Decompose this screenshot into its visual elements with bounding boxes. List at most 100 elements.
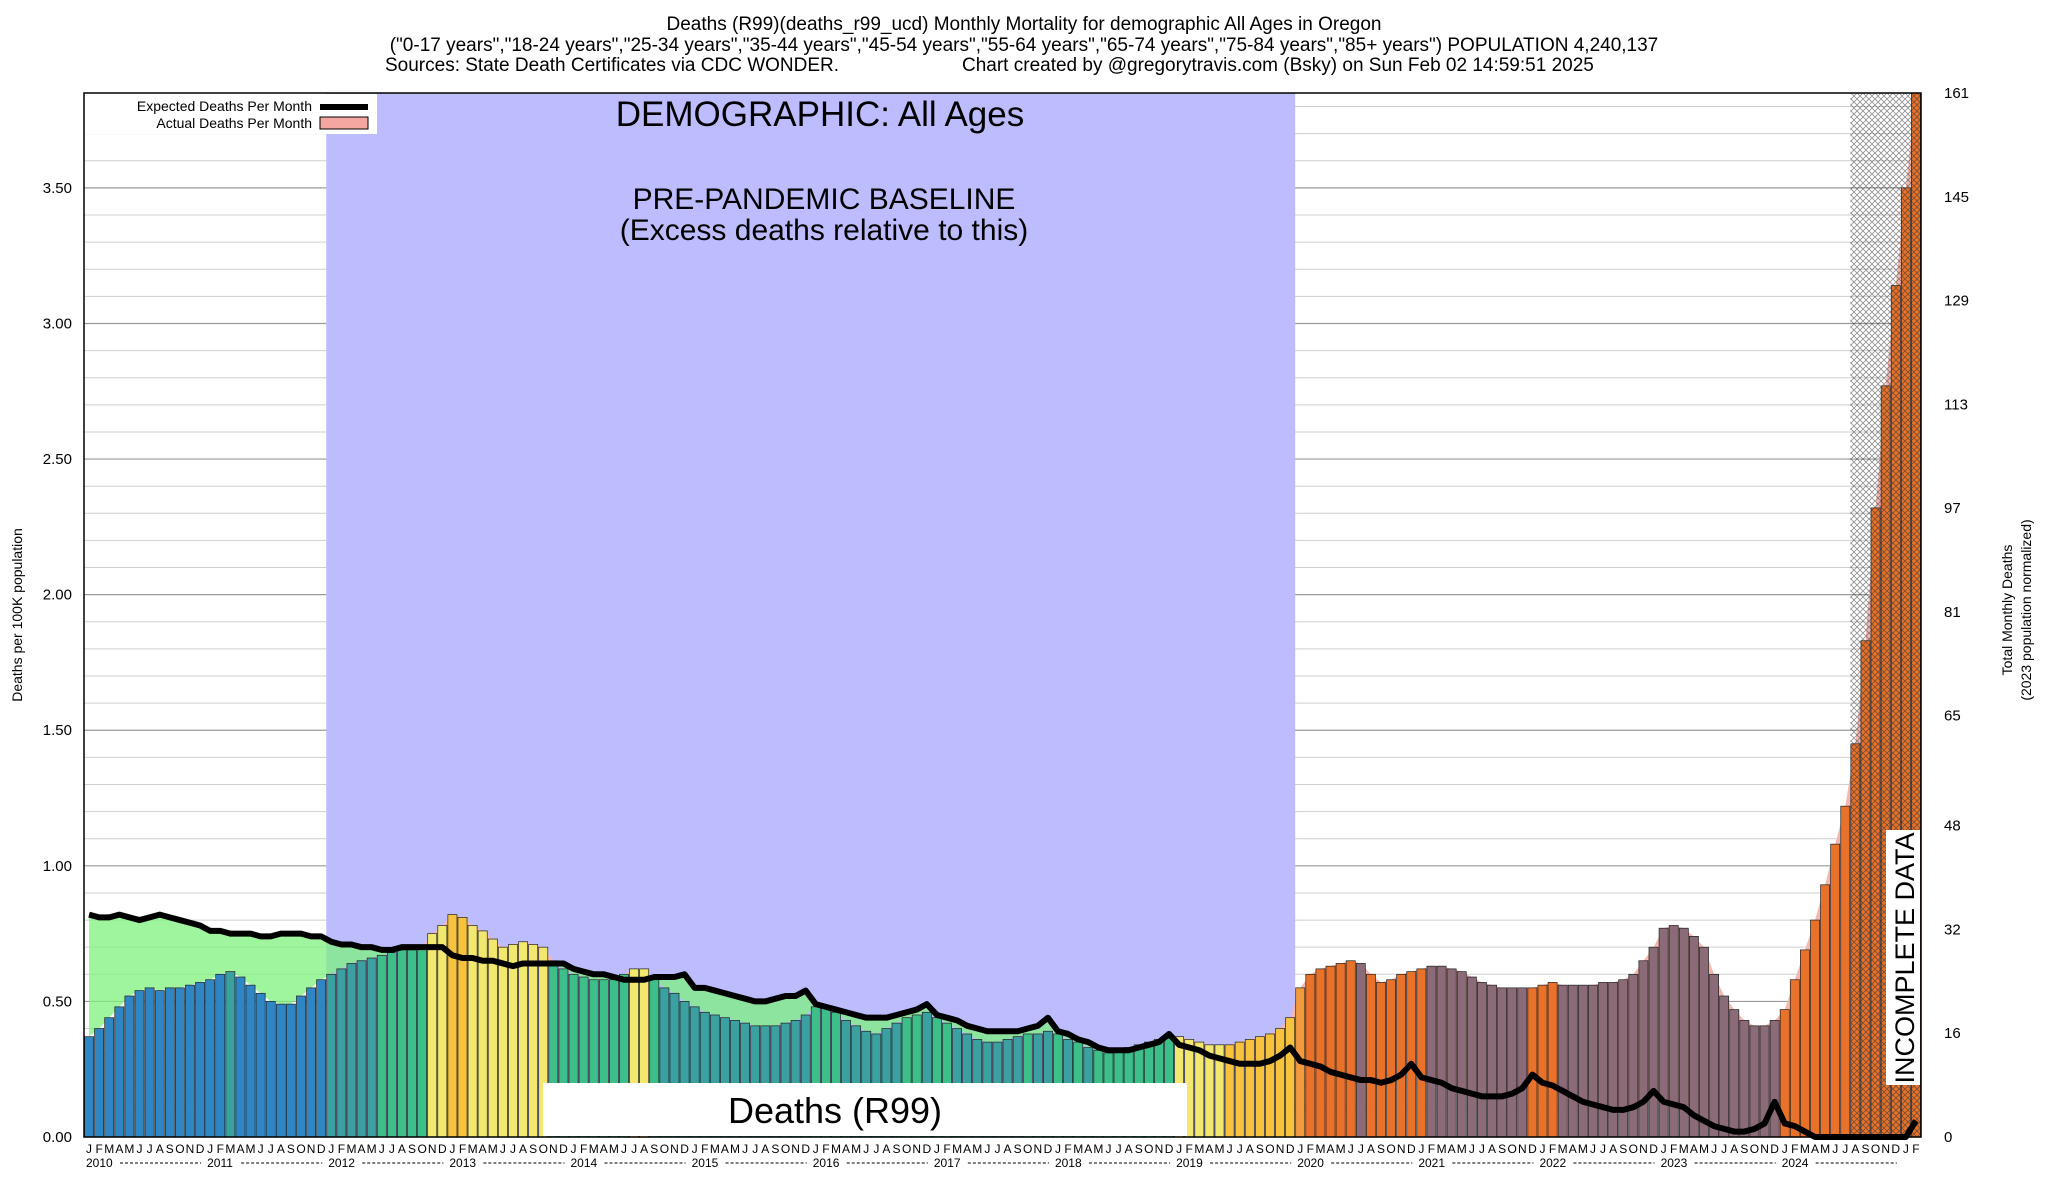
bar-2012-9 [407,949,417,1138]
x-month-label: A [1084,1142,1092,1156]
x-month-label: A [115,1142,123,1156]
bar-2013-9 [528,944,539,1138]
x-month-label: A [721,1142,729,1156]
legend-actual-swatch [319,116,369,130]
x-month-label: N [1397,1142,1406,1156]
bar-hatch [1860,640,1871,1137]
x-month-label: F [459,1142,466,1156]
bar-2022-5 [1577,984,1588,1138]
bar-2023-8 [1729,1009,1740,1138]
x-month-label: A [882,1142,890,1156]
bar-2020-12 [1406,971,1417,1138]
y2-tick-label: 16 [1944,1025,1961,1042]
bar-2022-8 [1608,982,1619,1138]
bar-2024-6 [1830,843,1841,1138]
bar-2012-8 [397,949,407,1138]
x-month-label: M [367,1142,377,1156]
x-month-label: N [307,1142,316,1156]
x-month-label: J [207,1142,213,1156]
x-year-label: 2019 [1176,1156,1203,1170]
x-year-label: 2021 [1418,1156,1445,1170]
x-month-label: J [1176,1142,1182,1156]
x-month-label: S [1861,1142,1869,1156]
bar-2013-1 [447,914,458,1138]
x-month-label: O [1386,1142,1395,1156]
bar-2021-12 [1527,987,1538,1138]
bar-2010-8 [154,990,165,1138]
x-month-label: J [500,1142,506,1156]
x-month-label: F [701,1142,708,1156]
x-month-label: F [217,1142,224,1156]
x-month-label: A [1246,1142,1254,1156]
x-month-label: D [1528,1142,1537,1156]
x-month-label: D [1165,1142,1174,1156]
bar-2022-11 [1638,960,1649,1138]
x-month-label: S [1619,1142,1627,1156]
bar-2021-4 [1446,968,1457,1138]
x-month-label: N [912,1142,921,1156]
bar-2021-1 [1416,968,1427,1138]
bar-2023-5 [1699,946,1709,1138]
y2-tick-label: 113 [1944,396,1968,413]
bar-2019-11 [1275,1028,1285,1138]
y-tick-label: 1.50 [43,722,72,739]
bar-2020-3 [1315,968,1326,1138]
bar-2022-12 [1648,946,1659,1138]
bar-2019-7 [1234,1041,1245,1138]
x-month-label: O [781,1142,790,1156]
x-month-label: A [519,1142,527,1156]
x-month-label: F [580,1142,587,1156]
x-month-label: A [963,1142,971,1156]
x-year-label: 2010 [86,1156,113,1170]
x-month-label: S [287,1142,295,1156]
x-month-label: J [873,1142,879,1156]
bar-2019-8 [1244,1039,1255,1138]
bar-2019-9 [1254,1036,1265,1138]
bar-hatch [1881,385,1891,1138]
x-month-label: S [166,1142,174,1156]
y2-tick-label: 129 [1944,293,1969,310]
x-month-label: N [1033,1142,1042,1156]
x-month-label: F [1428,1142,1435,1156]
incomplete-label-box [1886,830,1920,1085]
bar-2021-9 [1497,987,1508,1138]
x-month-label: J [1237,1142,1243,1156]
y2-tick-label: 81 [1944,604,1961,621]
x-month-label: S [1135,1142,1143,1156]
bar-2012-5 [366,957,377,1138]
bar-2010-7 [144,987,155,1138]
x-year-label: 2023 [1661,1156,1688,1170]
x-month-label: M [104,1142,114,1156]
y-tick-label: 0.50 [43,993,72,1010]
x-month-label: M [1093,1142,1103,1156]
incomplete-data-label: INCOMPLETE DATA [1890,832,1920,1083]
bar-2012-3 [346,963,357,1138]
bar-2011-1 [205,979,216,1138]
x-month-label: J [389,1142,395,1156]
x-month-label: J [1469,1142,1475,1156]
x-month-label: J [1590,1142,1596,1156]
x-month-label: M [1800,1142,1810,1156]
x-month-label: M [952,1142,962,1156]
bar-2023-6 [1709,973,1719,1138]
cause-label: Deaths (R99) [728,1090,942,1131]
x-year-label: 2020 [1297,1156,1324,1170]
x-month-label: J [571,1142,577,1156]
x-month-label: M [488,1142,498,1156]
bar-2010-10 [174,987,185,1138]
x-month-label: F [1186,1142,1193,1156]
x-month-label: A [1205,1142,1213,1156]
x-month-label: A [479,1142,487,1156]
x-month-label: J [1539,1142,1545,1156]
x-month-label: A [277,1142,285,1156]
x-month-label: D [1770,1142,1779,1156]
x-month-label: F [822,1142,829,1156]
x-month-label: J [258,1142,264,1156]
x-month-label: D [1286,1142,1295,1156]
chart-title: Deaths (R99)(deaths_r99_ucd) Monthly Mor… [666,14,1382,35]
x-month-label: J [994,1142,1000,1156]
x-month-label: J [328,1142,334,1156]
x-month-label: M [1073,1142,1083,1156]
x-month-label: N [1155,1142,1164,1156]
x-month-label: M [1578,1142,1588,1156]
